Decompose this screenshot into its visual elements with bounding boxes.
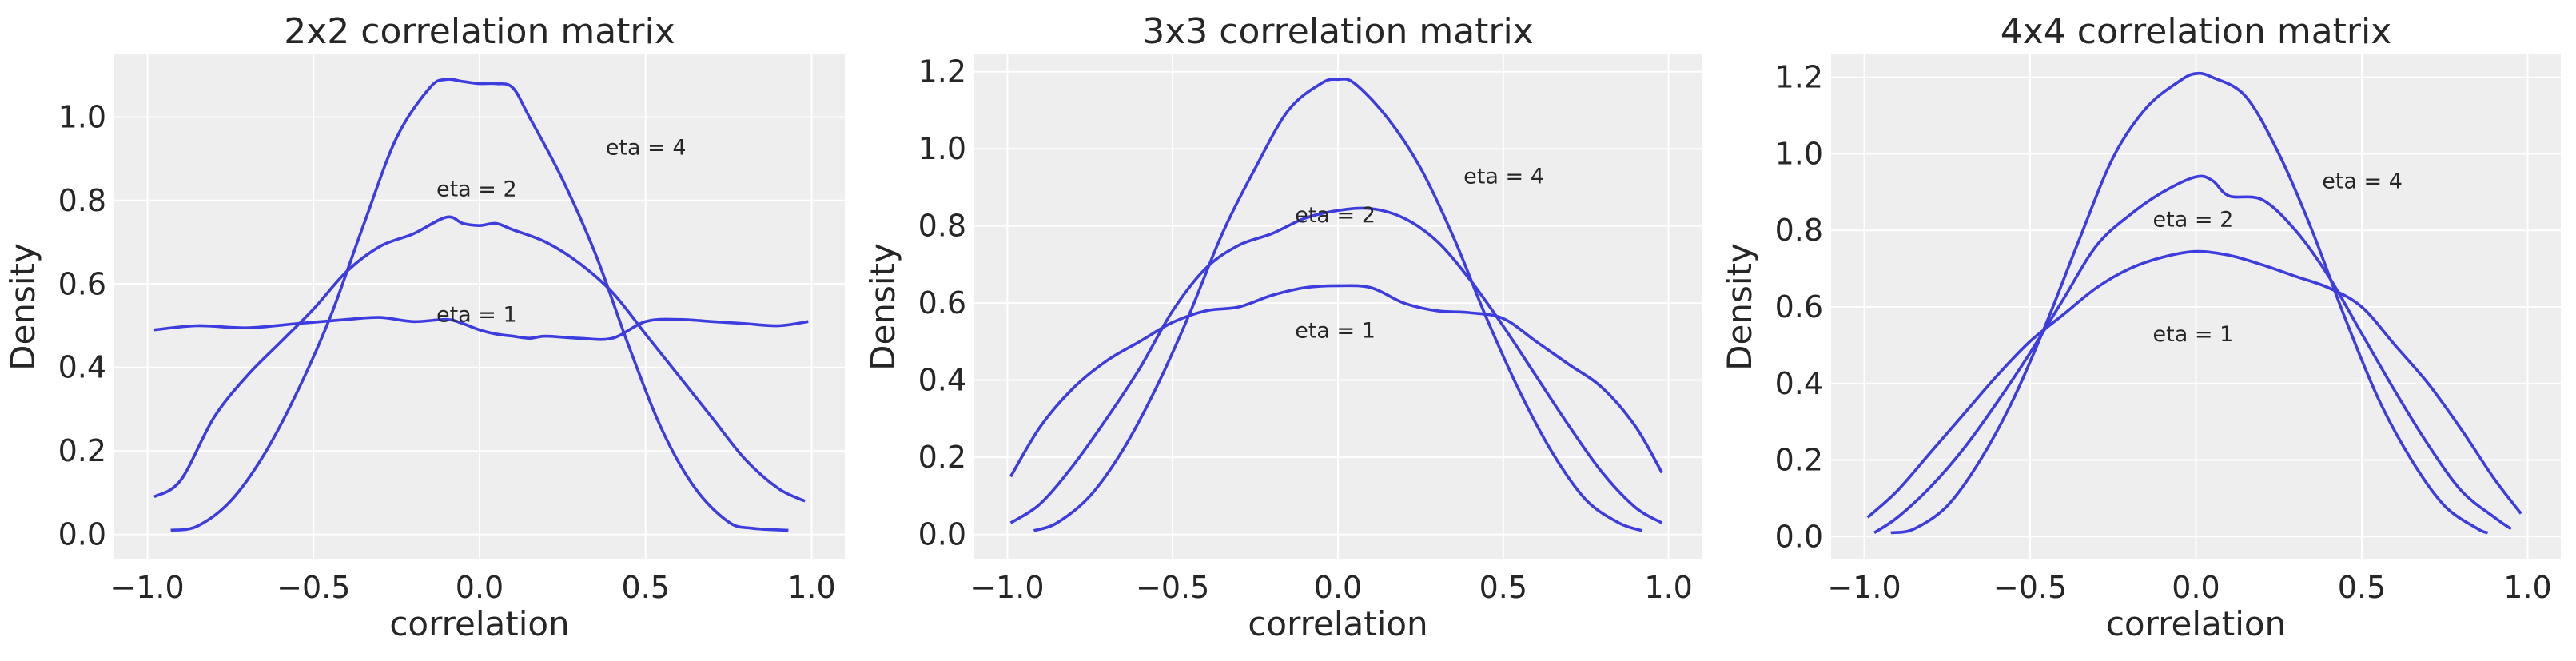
density-curve-1	[1866, 249, 2522, 519]
y-tick-label: 0.0	[918, 517, 966, 552]
y-tick-label: 0.4	[1775, 366, 1823, 401]
x-tick-label: −0.5	[1136, 570, 1209, 605]
y-tick-label: 0.6	[918, 285, 966, 321]
x-tick-label: −1.0	[110, 570, 184, 605]
y-tick-label: 1.0	[58, 99, 106, 134]
density-curve-1	[1009, 284, 1663, 478]
chart-panel-2: −1.0 −0.5 0.0 0.5 1.0 0.0 0.2 0.4 0.6 0.8 1.0 1.2 3x…	[863, 11, 1702, 643]
x-axis-label: correlation	[389, 604, 569, 643]
y-tick-label: 0.6	[58, 266, 106, 301]
annotation-label: eta = 1	[2153, 322, 2234, 347]
y-tick-label: 0.2	[918, 440, 966, 475]
x-tick-label: 1.0	[1644, 570, 1692, 605]
x-tick-label: 1.0	[2503, 570, 2551, 605]
y-tick-label: 1.2	[918, 54, 966, 90]
y-axis-label: Density	[1720, 243, 1759, 371]
x-axis-label: correlation	[1248, 604, 1427, 643]
annotation-label: eta = 2	[1295, 203, 1376, 228]
y-tick-label: 1.0	[918, 131, 966, 166]
y-tick-label: 1.0	[1775, 136, 1823, 171]
annotation-label: eta = 1	[436, 302, 517, 327]
x-tick-label: 0.5	[2338, 570, 2386, 605]
annotation-label: eta = 4	[606, 135, 687, 160]
y-tick-label: 0.8	[1775, 213, 1823, 248]
x-tick-label: 0.5	[1479, 570, 1527, 605]
density-curve-2	[1009, 206, 1663, 524]
annotation-label: eta = 1	[1295, 319, 1376, 344]
y-tick-label: 0.0	[1775, 519, 1823, 554]
x-tick-label: −0.5	[1993, 570, 2067, 605]
y-tick-label: 0.4	[918, 363, 966, 398]
density-curve-3	[170, 78, 789, 532]
x-tick-label: 0.5	[622, 570, 670, 605]
annotation-label: eta = 2	[436, 177, 517, 202]
x-tick-label: 0.0	[2172, 570, 2220, 605]
annotation-label: eta = 4	[1463, 165, 1544, 189]
x-tick-label: −1.0	[970, 570, 1044, 605]
y-tick-label: 0.8	[918, 209, 966, 244]
chart-panel-3: −1.0 −0.5 0.0 0.5 1.0 0.0 0.2 0.4 0.6 0.8 1.0 1.2 4x…	[1720, 11, 2561, 643]
density-curve-3	[1033, 77, 1643, 532]
y-axis-label: Density	[863, 243, 902, 371]
y-tick-label: 0.2	[1775, 443, 1823, 478]
y-tick-label: 1.2	[1775, 60, 1823, 95]
density-curve-2	[153, 215, 806, 503]
y-tick-label: 0.8	[58, 183, 106, 218]
x-tick-label: 0.0	[456, 570, 504, 605]
annotation-label: eta = 4	[2322, 169, 2403, 194]
x-tick-label: −1.0	[1827, 570, 1901, 605]
chart-title: 3x3 correlation matrix	[1142, 11, 1534, 52]
x-tick-label: 1.0	[787, 570, 835, 605]
x-axis-label: correlation	[2106, 604, 2286, 643]
chart-title: 2x2 correlation matrix	[284, 11, 675, 52]
y-tick-label: 0.6	[1775, 289, 1823, 325]
x-tick-label: −0.5	[277, 570, 350, 605]
density-curve-2	[1873, 174, 2512, 534]
density-curve-1	[153, 316, 809, 341]
density-curve-3	[1890, 71, 2489, 535]
chart-panel-1: −1.0 −0.5 0.0 0.5 1.0 0.0 0.2 0.4 0.6 0.8 1.0 2x2 c…	[3, 11, 845, 643]
y-axis-label: Density	[3, 243, 42, 371]
y-tick-label: 0.0	[58, 517, 106, 552]
chart-title: 4x4 correlation matrix	[2001, 11, 2392, 52]
annotation-label: eta = 2	[2153, 207, 2234, 232]
y-tick-label: 0.2	[58, 433, 106, 468]
x-tick-label: 0.0	[1314, 570, 1362, 605]
y-tick-label: 0.4	[58, 350, 106, 385]
